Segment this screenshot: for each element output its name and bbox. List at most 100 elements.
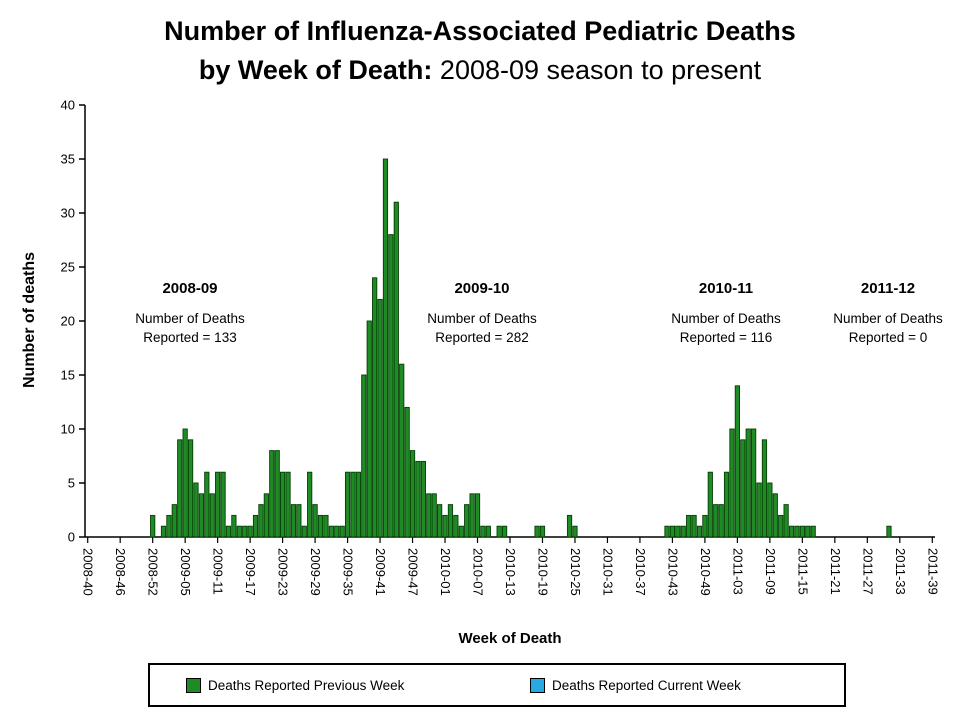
bar-2009-46 — [404, 406, 410, 538]
bar-2009-36 — [350, 471, 356, 538]
bar-2009-48 — [415, 460, 421, 538]
bar-2009-41 — [377, 298, 383, 538]
y-tick-label: 40 — [61, 98, 75, 113]
bar-2009-24 — [285, 471, 291, 538]
bar-2011-06 — [751, 428, 757, 538]
season-label: 2009-10 — [454, 280, 510, 297]
bar-2009-29 — [312, 504, 318, 538]
x-tick-label: 2011-15 — [795, 548, 810, 595]
bar-2010-25 — [572, 525, 578, 538]
y-tick-label: 15 — [61, 368, 75, 383]
x-tick-label: 2008-40 — [81, 548, 96, 596]
bar-2010-18 — [534, 525, 540, 538]
x-tick-label: 2008-52 — [146, 548, 161, 596]
season-annotation-2011-12: 2011-12 Number of Deaths Reported = 0 — [778, 280, 960, 347]
x-tick-label: 2011-33 — [893, 548, 908, 595]
bar-2009-15 — [236, 525, 242, 538]
x-tick-label: 2011-27 — [860, 548, 875, 595]
bar-2010-43 — [669, 525, 676, 538]
bar-2010-50 — [707, 471, 713, 538]
deaths-reported-line2: Reported = 133 — [143, 330, 237, 345]
y-tick-label: 5 — [68, 476, 75, 491]
y-tick-label: 0 — [68, 530, 75, 545]
x-tick-label: 2010-43 — [665, 548, 680, 596]
bar-2011-14 — [794, 525, 800, 538]
bar-2011-09 — [767, 482, 773, 538]
y-tick-label: 25 — [61, 260, 75, 275]
season-label: 2008-09 — [162, 280, 218, 297]
bar-2010-04 — [458, 525, 464, 538]
bar-2011-11 — [778, 514, 784, 538]
x-tick-label: 2010-19 — [535, 548, 550, 596]
bar-2010-24 — [566, 514, 573, 538]
bar-2009-30 — [317, 514, 324, 538]
bar-2011-15 — [799, 525, 805, 538]
bar-2010-47 — [691, 514, 697, 538]
bar-2010-08 — [480, 525, 486, 538]
x-tick-label: 2008-46 — [113, 548, 128, 596]
bar-2011-17 — [810, 525, 816, 538]
x-tick-label: 2009-23 — [276, 548, 291, 596]
bar-2011-13 — [788, 525, 795, 538]
bar-2009-43 — [388, 234, 394, 538]
x-tick-label: 2011-21 — [828, 548, 843, 595]
bar-2009-19 — [258, 504, 264, 538]
chart-title-line2: by Week of Death: 2008-09 season to pres… — [0, 51, 960, 90]
bar-2010-05 — [464, 504, 470, 538]
bar-2009-52 — [437, 504, 443, 538]
x-tick-label: 2009-35 — [341, 548, 356, 596]
bar-2010-09 — [485, 525, 491, 538]
bar-2010-48 — [696, 525, 703, 538]
bar-2011-12 — [783, 504, 789, 538]
title-text-line2-regular: 2008-09 season to present — [439, 55, 762, 85]
legend-swatch-previous-week-icon — [186, 677, 201, 693]
x-tick-label: 2011-09 — [763, 548, 778, 595]
season-annotation-2009-10: 2009-10 Number of Deaths Reported = 282 — [372, 280, 592, 347]
bar-2009-44 — [393, 201, 399, 538]
bar-2009-01 — [160, 525, 167, 538]
bar-2009-04 — [177, 439, 183, 538]
x-tick-label: 2009-17 — [243, 548, 258, 596]
legend-label-previous-week: Deaths Reported Previous Week — [208, 677, 405, 693]
season-annotation-2010-11: 2010-11 Number of Deaths Reported = 116 — [616, 280, 836, 347]
bar-2009-47 — [409, 450, 416, 538]
x-tick-label: 2010-07 — [471, 548, 486, 596]
x-tick-label: 2010-13 — [503, 548, 518, 596]
x-axis-title: Week of Death — [458, 630, 562, 647]
bar-2010-02 — [447, 504, 454, 538]
bar-2009-05 — [182, 428, 188, 538]
bar-2010-12 — [501, 525, 508, 538]
bar-2011-31 — [886, 525, 892, 538]
x-tick-label: 2011-03 — [730, 548, 745, 595]
bar-2009-11 — [215, 471, 221, 538]
bar-2009-45 — [399, 363, 405, 538]
bar-2009-14 — [231, 514, 237, 538]
bar-2010-44 — [675, 525, 681, 538]
x-tick-label: 2010-25 — [568, 548, 583, 596]
chart-title-line1: Number of Influenza-Associated Pediatric… — [0, 12, 960, 51]
x-tick-label: 2009-11 — [211, 548, 226, 595]
legend-label-current-week: Deaths Reported Current Week — [552, 677, 741, 693]
y-tick-label: 20 — [61, 314, 75, 329]
bar-2010-03 — [453, 514, 459, 538]
bar-2011-02 — [729, 428, 735, 538]
bar-2009-26 — [296, 504, 302, 538]
x-tick-label: 2009-41 — [373, 548, 388, 596]
bar-2011-07 — [756, 482, 762, 538]
bar-2009-03 — [171, 504, 177, 538]
bar-2009-50 — [426, 493, 432, 538]
bar-2010-49 — [702, 514, 708, 538]
season-label: 2011-12 — [860, 280, 916, 297]
bar-2009-07 — [193, 482, 199, 538]
bar-2009-38 — [361, 374, 367, 538]
x-tick-label: 2009-05 — [178, 548, 193, 596]
x-tick-label: 2010-37 — [633, 548, 648, 596]
bar-2010-46 — [686, 514, 692, 538]
bar-2009-25 — [290, 504, 297, 538]
bar-2011-10 — [772, 493, 778, 538]
bar-2009-27 — [301, 525, 307, 538]
bar-2009-12 — [220, 471, 226, 538]
season-annotation-2008-09: 2008-09 Number of Deaths Reported = 133 — [80, 280, 300, 347]
legend-swatch-current-week-icon — [530, 677, 545, 693]
